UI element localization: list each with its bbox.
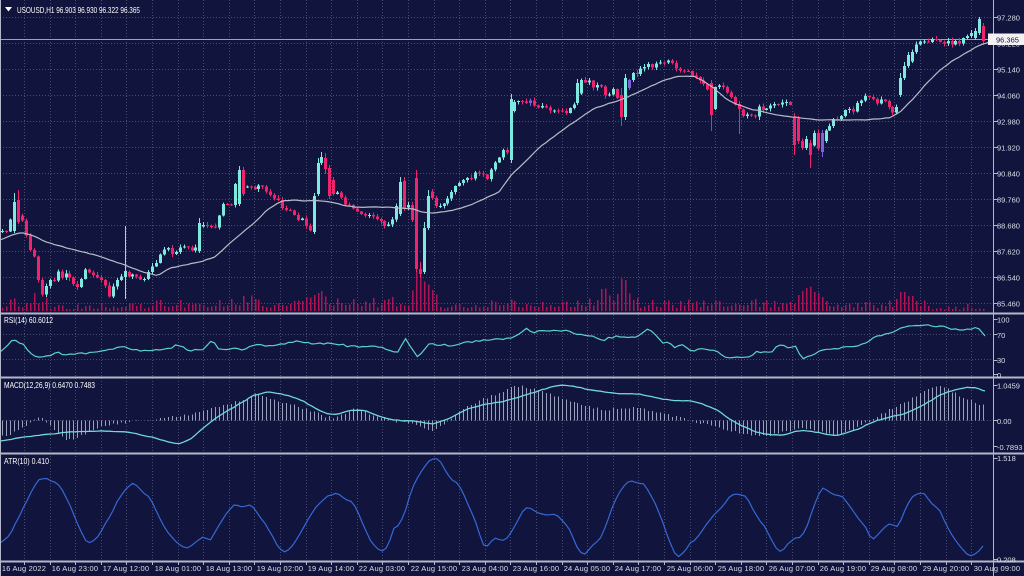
svg-text:26 Aug 19:00: 26 Aug 19:00	[820, 564, 867, 573]
svg-text:91.920: 91.920	[997, 144, 1020, 153]
svg-text:85.460: 85.460	[997, 300, 1020, 309]
svg-text:90.840: 90.840	[997, 170, 1020, 179]
svg-text:-0.7893: -0.7893	[997, 443, 1022, 452]
svg-text:17 Aug 12:00: 17 Aug 12:00	[103, 564, 150, 573]
svg-text:16 Aug 23:00: 16 Aug 23:00	[52, 564, 99, 573]
svg-text:MACD(12,26,9) 0.6470 0.7483: MACD(12,26,9) 0.6470 0.7483	[4, 380, 95, 390]
svg-text:1.0459: 1.0459	[997, 382, 1020, 391]
svg-text:89.760: 89.760	[997, 196, 1020, 205]
svg-text:92.980: 92.980	[997, 118, 1020, 127]
svg-text:18 Aug 01:00: 18 Aug 01:00	[155, 564, 202, 573]
svg-text:USOUSD,H1 96.903 96.930 96.32: USOUSD,H1 96.903 96.930 96.322 96.365	[17, 5, 140, 15]
svg-text:23 Aug 04:00: 23 Aug 04:00	[462, 564, 509, 573]
svg-text:ATR(10) 0.410: ATR(10) 0.410	[4, 456, 49, 466]
svg-text:23 Aug 16:00: 23 Aug 16:00	[513, 564, 560, 573]
svg-text:1.518: 1.518	[997, 454, 1016, 463]
svg-text:100: 100	[997, 316, 1010, 325]
svg-text:29 Aug 20:00: 29 Aug 20:00	[923, 564, 970, 573]
svg-text:86.540: 86.540	[997, 274, 1020, 283]
svg-text:24 Aug 17:00: 24 Aug 17:00	[615, 564, 662, 573]
svg-text:19 Aug 02:00: 19 Aug 02:00	[257, 564, 304, 573]
svg-text:0: 0	[997, 371, 1001, 380]
svg-text:0.00: 0.00	[997, 417, 1012, 426]
svg-text:22 Aug 03:00: 22 Aug 03:00	[359, 564, 406, 573]
svg-text:22 Aug 15:00: 22 Aug 15:00	[411, 564, 458, 573]
svg-text:30 Aug 09:00: 30 Aug 09:00	[974, 564, 1021, 573]
svg-text:16 Aug 2022: 16 Aug 2022	[2, 564, 46, 573]
svg-text:96.365: 96.365	[996, 36, 1019, 45]
svg-text:RSI(14) 60.6012: RSI(14) 60.6012	[4, 315, 53, 325]
svg-text:70: 70	[997, 331, 1005, 340]
svg-text:29 Aug 08:00: 29 Aug 08:00	[871, 564, 918, 573]
svg-text:24 Aug 05:00: 24 Aug 05:00	[564, 564, 611, 573]
svg-text:88.680: 88.680	[997, 222, 1020, 231]
svg-text:30: 30	[997, 356, 1005, 365]
svg-text:25 Aug 18:00: 25 Aug 18:00	[718, 564, 765, 573]
svg-text:0.208: 0.208	[997, 556, 1016, 565]
svg-text:18 Aug 13:00: 18 Aug 13:00	[206, 564, 253, 573]
svg-text:26 Aug 07:00: 26 Aug 07:00	[769, 564, 816, 573]
svg-text:25 Aug 06:00: 25 Aug 06:00	[667, 564, 714, 573]
svg-text:95.140: 95.140	[997, 66, 1020, 75]
svg-text:97.280: 97.280	[997, 14, 1020, 23]
svg-text:19 Aug 14:00: 19 Aug 14:00	[308, 564, 355, 573]
svg-text:87.620: 87.620	[997, 248, 1020, 257]
svg-text:94.060: 94.060	[997, 92, 1020, 101]
